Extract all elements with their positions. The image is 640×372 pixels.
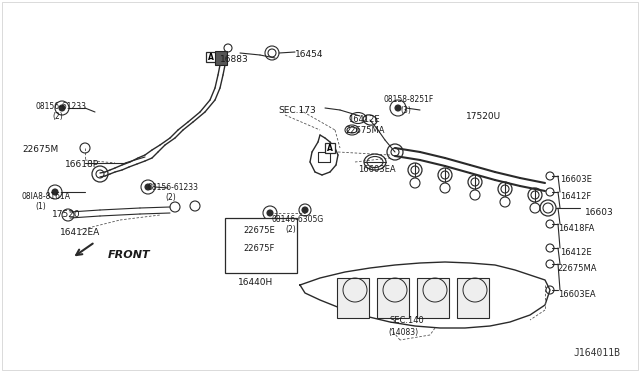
- Text: 22675E: 22675E: [243, 226, 275, 235]
- Circle shape: [59, 105, 65, 111]
- Text: (14083): (14083): [388, 328, 418, 337]
- Text: 16603EA: 16603EA: [358, 165, 396, 174]
- Circle shape: [52, 189, 58, 195]
- Text: 22675M: 22675M: [22, 145, 58, 154]
- Text: 16440H: 16440H: [238, 278, 273, 287]
- Text: (1): (1): [35, 202, 45, 211]
- Text: (3): (3): [400, 106, 411, 115]
- Text: 16412E: 16412E: [560, 248, 591, 257]
- Text: A: A: [208, 52, 214, 61]
- Text: 16418FA: 16418FA: [558, 224, 595, 233]
- Text: (2): (2): [52, 112, 63, 121]
- Bar: [225, 218, 297, 273]
- Text: SEC.173: SEC.173: [278, 106, 316, 115]
- Bar: [377, 278, 409, 318]
- Text: FRONT: FRONT: [108, 250, 150, 260]
- Text: 22675MA: 22675MA: [557, 264, 596, 273]
- Bar: [325, 143, 335, 153]
- Circle shape: [145, 184, 151, 190]
- Text: A: A: [327, 144, 333, 153]
- Text: 08146-6305G: 08146-6305G: [272, 215, 324, 224]
- Bar: [206, 52, 216, 62]
- Text: 16603: 16603: [585, 208, 614, 217]
- Text: 22675MA: 22675MA: [345, 126, 385, 135]
- Text: J164011B: J164011B: [573, 348, 620, 358]
- Text: 17520U: 17520U: [466, 112, 501, 121]
- Text: (2): (2): [165, 193, 176, 202]
- Text: 08158-8251F: 08158-8251F: [384, 95, 435, 104]
- Text: 16883: 16883: [220, 55, 249, 64]
- Text: 16412E: 16412E: [348, 115, 380, 124]
- Text: 22675F: 22675F: [243, 244, 275, 253]
- Text: 16603EA: 16603EA: [558, 290, 596, 299]
- Text: 16412EA: 16412EA: [60, 228, 100, 237]
- Text: 08156-61233: 08156-61233: [148, 183, 199, 192]
- Circle shape: [395, 105, 401, 111]
- Text: (2): (2): [285, 225, 296, 234]
- Text: SEC.140: SEC.140: [390, 316, 425, 325]
- Text: 16603E: 16603E: [560, 175, 592, 184]
- Text: 08IA8-8161A: 08IA8-8161A: [22, 192, 71, 201]
- Bar: [215, 51, 227, 65]
- Text: 16618P: 16618P: [65, 160, 99, 169]
- Bar: [457, 278, 489, 318]
- Circle shape: [302, 207, 308, 213]
- Text: 08156-61233: 08156-61233: [36, 102, 87, 111]
- Text: 16454: 16454: [295, 50, 323, 59]
- Bar: [417, 278, 449, 318]
- Circle shape: [267, 210, 273, 216]
- Text: 17520: 17520: [52, 210, 81, 219]
- Text: 16412F: 16412F: [560, 192, 591, 201]
- Bar: [337, 278, 369, 318]
